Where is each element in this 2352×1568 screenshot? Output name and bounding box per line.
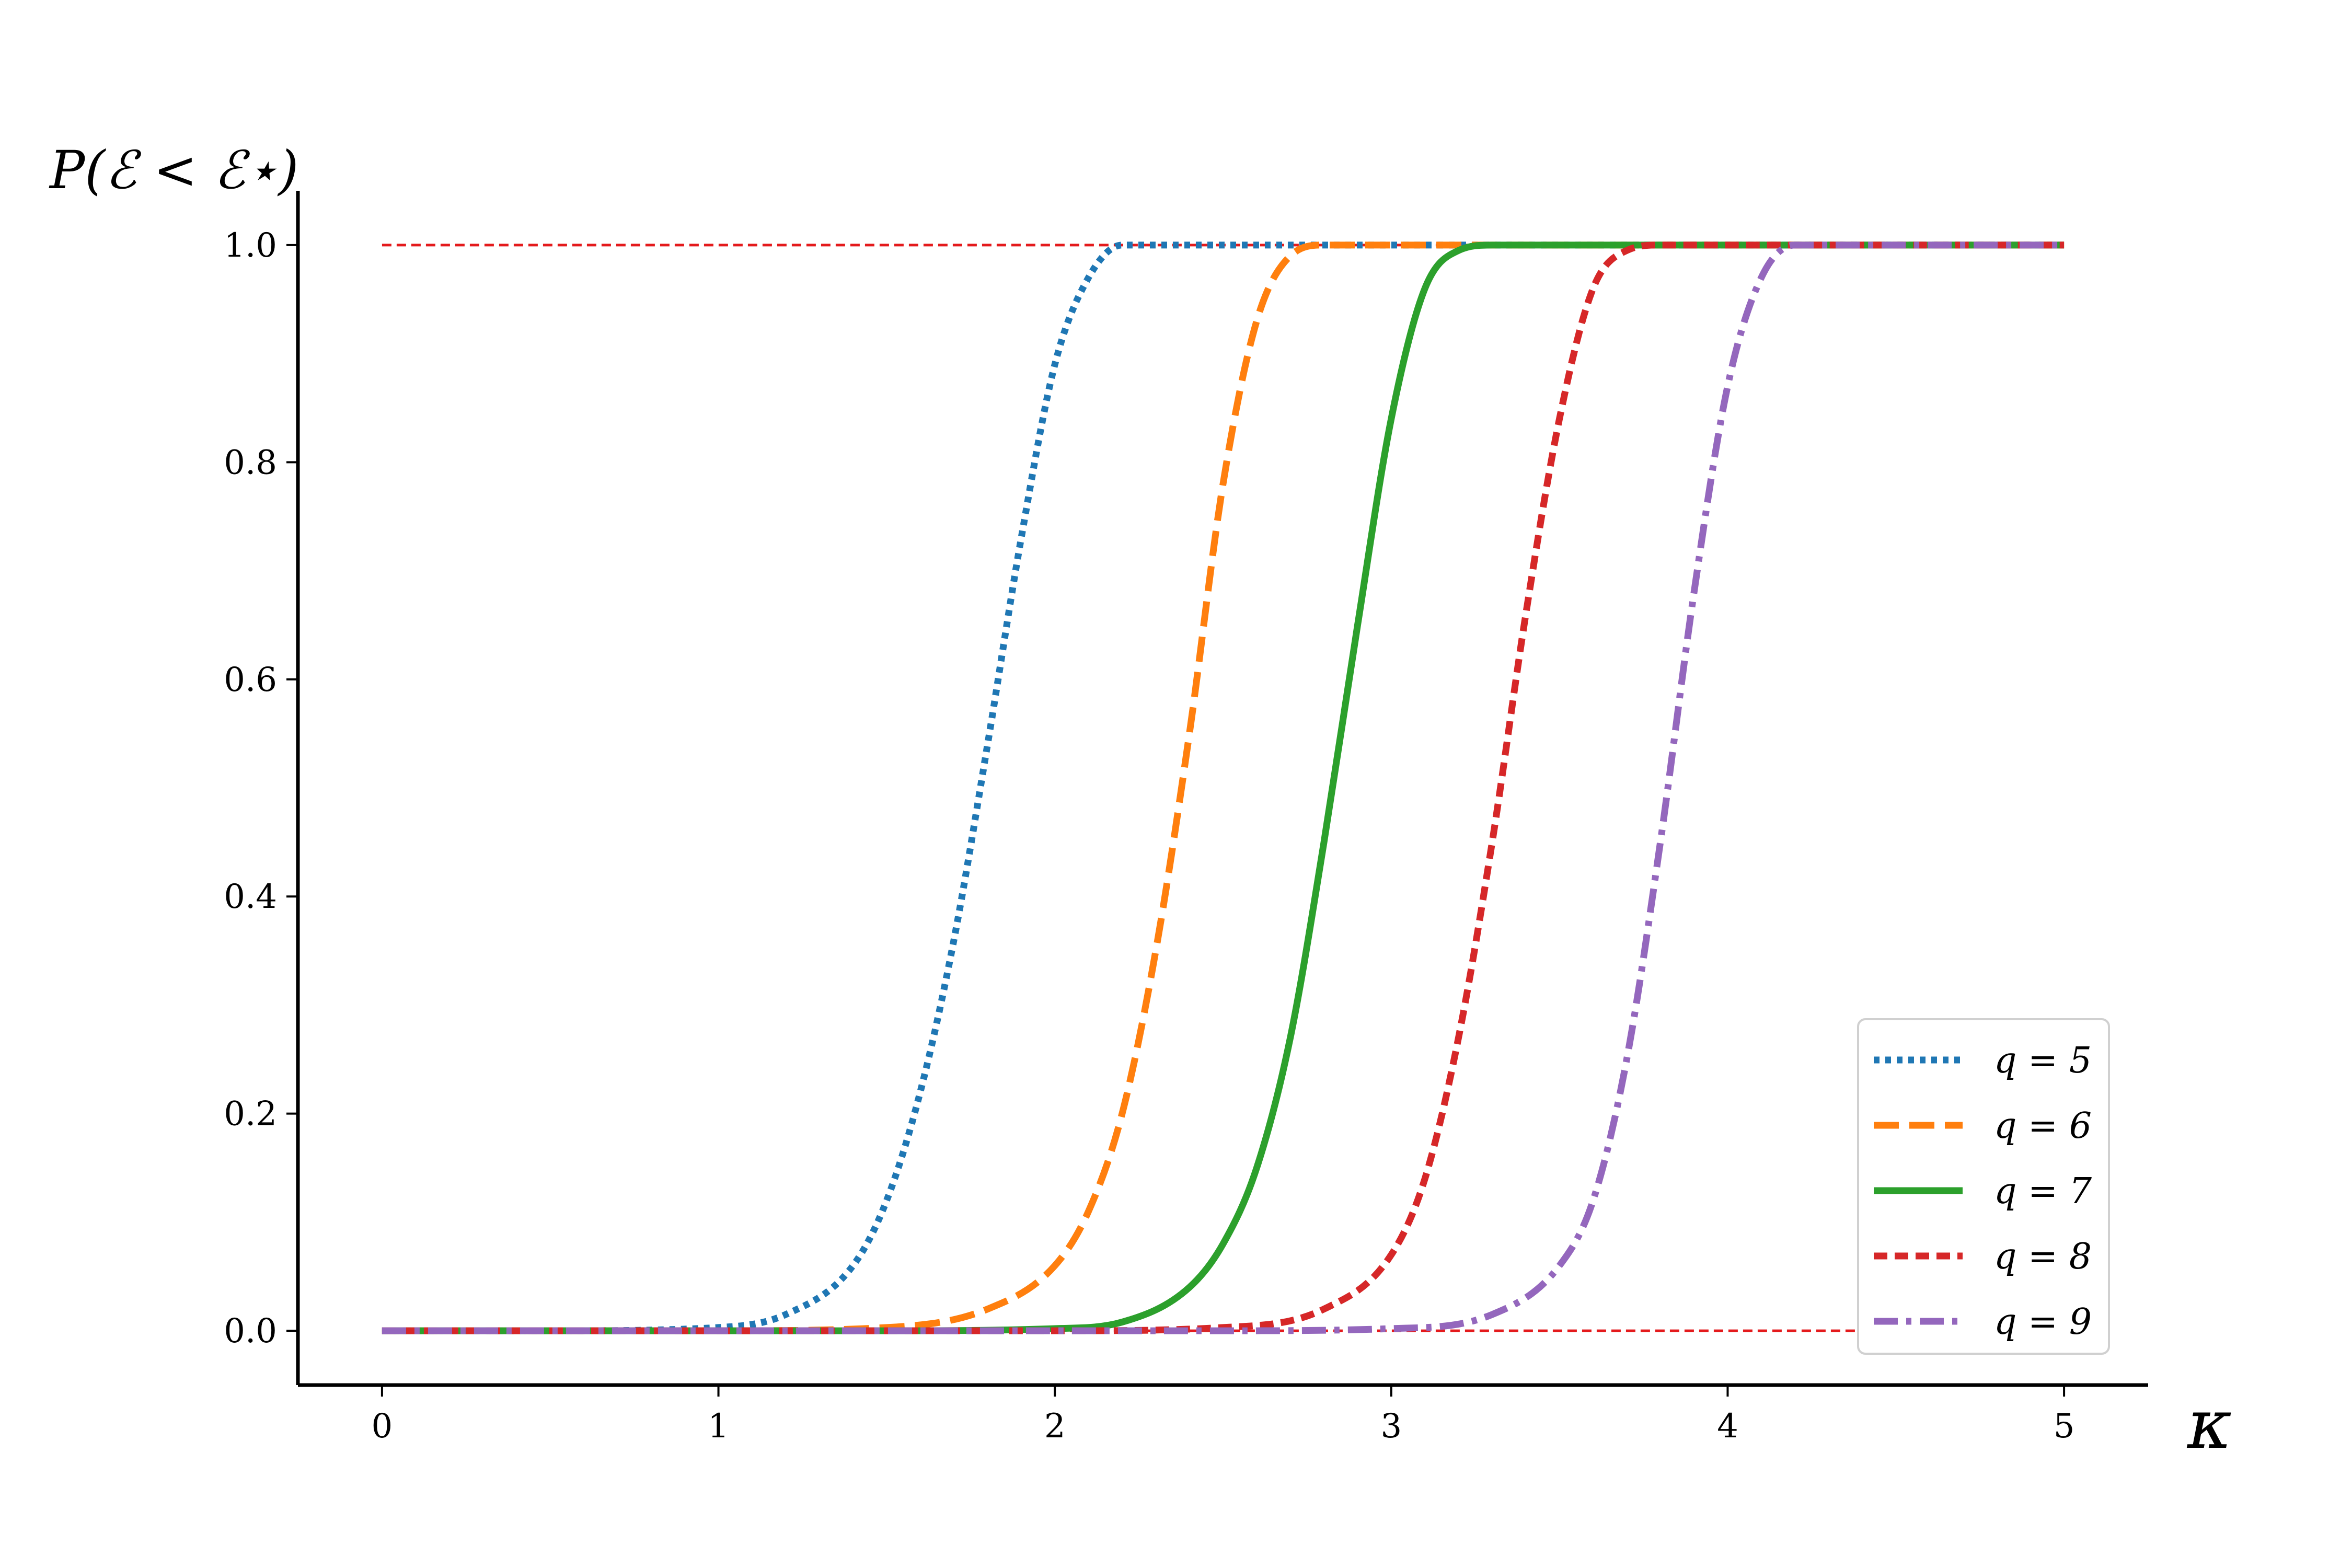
x-tick-label: 5 (2054, 1407, 2075, 1446)
y-tick-label: 0.0 (224, 1312, 277, 1351)
series-line-q7 (382, 241, 2065, 1334)
legend-label: q = 5 (1994, 1040, 2092, 1081)
series-line-q6 (382, 241, 2065, 1334)
legend-box (1857, 1018, 2110, 1355)
x-tick-label: 3 (1380, 1407, 1402, 1446)
legend-label: q = 9 (1994, 1301, 2092, 1343)
axes (296, 191, 2148, 1387)
series-layer (382, 241, 2065, 1334)
y-axis-label: P(ℰ < ℰ⋆) (49, 140, 298, 201)
x-tick-label: 0 (372, 1407, 393, 1446)
reference-lines (382, 244, 2065, 1332)
legend-label: q = 8 (1994, 1236, 2092, 1277)
y-tick-label: 0.8 (224, 443, 277, 482)
y-tick-label: 0.6 (224, 661, 277, 699)
ticks: 0 1 2 3 4 5 0.0 0.2 0.4 0.6 0.8 1.0 (224, 226, 2074, 1446)
y-tick-label: 0.4 (224, 878, 277, 916)
x-axis-label: κ (2186, 1385, 2232, 1464)
y-tick-label: 1.0 (224, 226, 277, 265)
x-tick-label: 4 (1717, 1407, 1738, 1446)
series-line-q9 (382, 241, 2065, 1334)
y-tick-label: 0.2 (224, 1095, 277, 1134)
series-line-q5 (382, 241, 2065, 1334)
series-line-q8 (382, 241, 2065, 1334)
x-tick-label: 1 (708, 1407, 729, 1446)
legend-label: q = 6 (1994, 1105, 2092, 1147)
legend: q = 5 q = 6 q = 7 q = 8 q = 9 (1857, 1018, 2110, 1355)
x-tick-label: 2 (1044, 1407, 1066, 1446)
legend-label: q = 7 (1994, 1171, 2092, 1212)
